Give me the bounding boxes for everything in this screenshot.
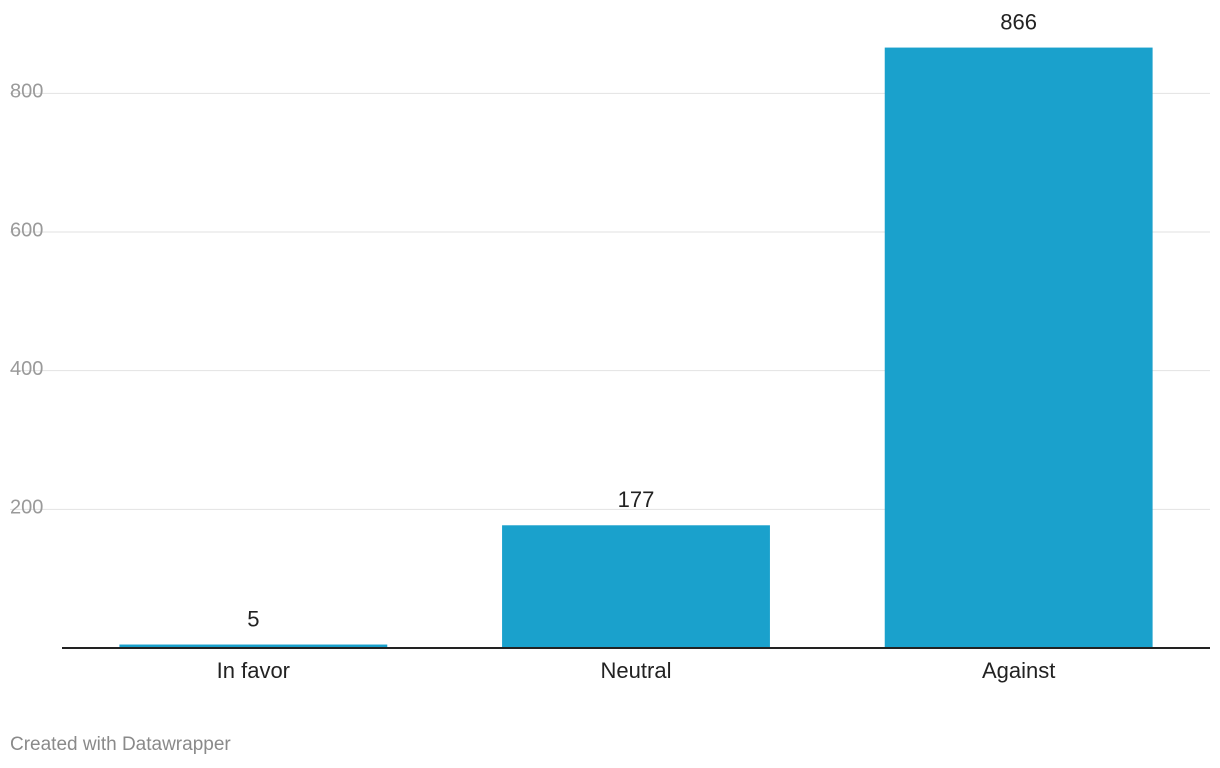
value-label: 177 xyxy=(618,487,655,512)
x-tick-label: Neutral xyxy=(601,658,672,683)
bar xyxy=(884,47,1153,648)
value-label: 5 xyxy=(247,606,259,631)
y-tick-label: 600 xyxy=(10,219,43,241)
bar xyxy=(502,525,770,648)
x-tick-label: Against xyxy=(982,658,1055,683)
y-tick-label: 400 xyxy=(10,358,43,380)
credit: Created with Datawrapper xyxy=(10,734,231,755)
y-tick-label: 800 xyxy=(10,81,43,103)
x-tick-label: In favor xyxy=(217,658,290,683)
y-tick-label: 200 xyxy=(10,497,43,519)
bar xyxy=(119,644,388,648)
value-label: 866 xyxy=(1000,9,1037,34)
